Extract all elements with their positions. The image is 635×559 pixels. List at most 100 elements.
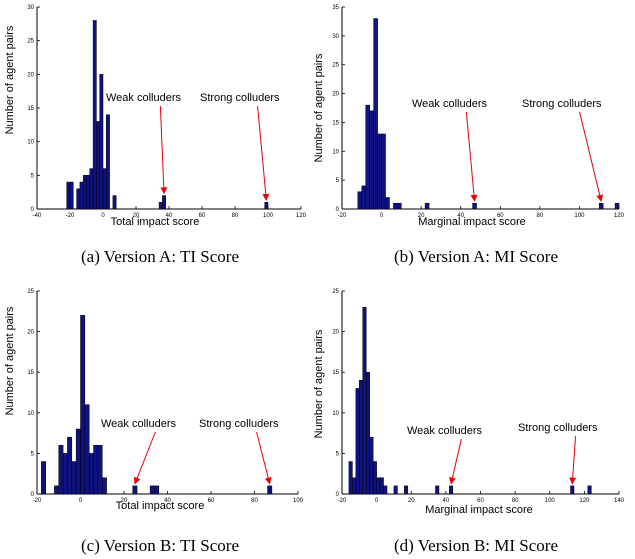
histogram-bar (365, 371, 370, 495)
weak-colluders-label: Weak colluders (412, 98, 487, 110)
y-tick-label: 10 (332, 411, 339, 417)
annotation-arrow (159, 105, 168, 195)
y-tick-label: 10 (332, 149, 339, 155)
histogram-bar (381, 133, 386, 210)
histogram-bar (154, 485, 160, 495)
annotation-arrow (133, 431, 156, 485)
panel-b-caption: (b) Version A: MI Score (394, 247, 558, 266)
y-tick-label: 25 (332, 289, 339, 295)
strong-colluders-label: Strong colluders (199, 418, 279, 430)
x-tick-label: -40 (33, 213, 42, 219)
histogram-bar (79, 181, 84, 210)
annotation-arrow (257, 105, 270, 201)
panel-b-ylabel: Number of agent pairs (313, 53, 325, 162)
panel-d-xlabel: Marginal impact score (425, 504, 533, 516)
histogram-bar (88, 453, 94, 495)
x-tick-label: 60 (208, 498, 215, 504)
histogram-bar (424, 202, 430, 210)
histogram-bar (58, 445, 64, 495)
x-tick-label: -20 (338, 213, 347, 219)
panel-c-caption: (c) Version B: TI Score (81, 536, 239, 555)
x-tick-label: 0 (101, 213, 105, 219)
x-tick-label: 0 (380, 213, 384, 219)
y-tick-label: 30 (27, 5, 34, 11)
histogram-bar (352, 477, 357, 495)
histogram-bar (86, 175, 91, 210)
histogram-bar (82, 175, 87, 210)
histogram-bar (89, 168, 94, 210)
histogram-bar (369, 436, 374, 495)
x-tick-label: 0 (375, 498, 379, 504)
annotation-arrow (569, 435, 577, 485)
histogram-bar (84, 404, 90, 495)
y-tick-label: 5 (31, 173, 35, 179)
x-tick-label: 40 (443, 498, 450, 504)
histogram-bar (97, 445, 103, 495)
y-tick-label: 25 (27, 289, 34, 295)
histogram-bar (102, 168, 107, 210)
histogram-bar (267, 485, 273, 495)
histogram-bar (570, 485, 575, 495)
y-tick-label: 15 (332, 120, 339, 126)
panel-a: Number of agent pairs -40 -20 0 20 40 60 80 100… (4, 5, 307, 266)
histogram-bar (385, 197, 390, 210)
histogram-bar (369, 110, 374, 210)
histogram-bar (376, 477, 381, 495)
panel-d: Number of agent pairs -20 0 20 40 60 80 100 120… (313, 289, 625, 555)
histogram-bar (162, 195, 166, 210)
y-tick-label: 30 (332, 34, 339, 40)
x-tick-label: 100 (293, 498, 304, 504)
histogram-bar (264, 202, 269, 210)
y-tick-label: 5 (31, 451, 35, 457)
panel-a-caption: (a) Version A: TI Score (81, 247, 239, 266)
x-tick-label: 40 (164, 498, 171, 504)
x-tick-label: 60 (199, 213, 206, 219)
histogram-bar (383, 485, 388, 495)
annotation-arrow (256, 431, 272, 485)
x-tick-label: 20 (408, 498, 415, 504)
histogram-bar (362, 306, 367, 495)
strong-colluders-label: Strong colluders (200, 92, 280, 104)
histogram-bar (102, 477, 107, 495)
histogram-bar (132, 485, 138, 495)
histogram-bar (472, 202, 477, 210)
y-tick-label: 15 (332, 370, 339, 376)
y-tick-label: 0 (31, 207, 35, 213)
x-tick-label: -20 (66, 213, 75, 219)
x-tick-label: 40 (457, 213, 464, 219)
y-tick-label: 10 (27, 411, 34, 417)
histogram-bar (71, 461, 77, 495)
histogram-bar (149, 485, 155, 495)
histogram-bar (80, 315, 86, 495)
histogram-bar (106, 114, 110, 210)
histogram-bar (365, 104, 370, 210)
y-tick-label: 20 (332, 330, 339, 336)
y-tick-label: 15 (27, 106, 34, 112)
y-tick-label: 10 (27, 140, 34, 146)
x-tick-label: 120 (614, 213, 625, 219)
histogram-bar (373, 18, 378, 210)
histogram-bar (75, 428, 81, 495)
histogram-bar (67, 436, 73, 495)
y-tick-label: 0 (31, 492, 35, 498)
x-tick-label: -20 (338, 498, 347, 504)
histogram-bar (393, 485, 398, 495)
x-tick-label: 100 (545, 498, 556, 504)
histogram-bar (598, 202, 604, 210)
histogram-bar (377, 133, 382, 210)
histogram-bar (62, 453, 68, 495)
x-tick-label: 120 (579, 498, 590, 504)
panel-c: Number of agent pairs -20 0 20 40 60 80 100051… (4, 289, 304, 555)
panel-a-xlabel: Total impact score (111, 216, 200, 228)
x-tick-label: 80 (512, 498, 519, 504)
histogram-bar (99, 74, 104, 210)
y-tick-label: 0 (336, 207, 340, 213)
y-tick-label: 20 (27, 72, 34, 78)
histogram-bar (66, 181, 71, 210)
panel-b: Number of agent pairs -20 0 20 40 60 80 100 120… (313, 5, 625, 266)
histogram-bar (397, 202, 402, 210)
